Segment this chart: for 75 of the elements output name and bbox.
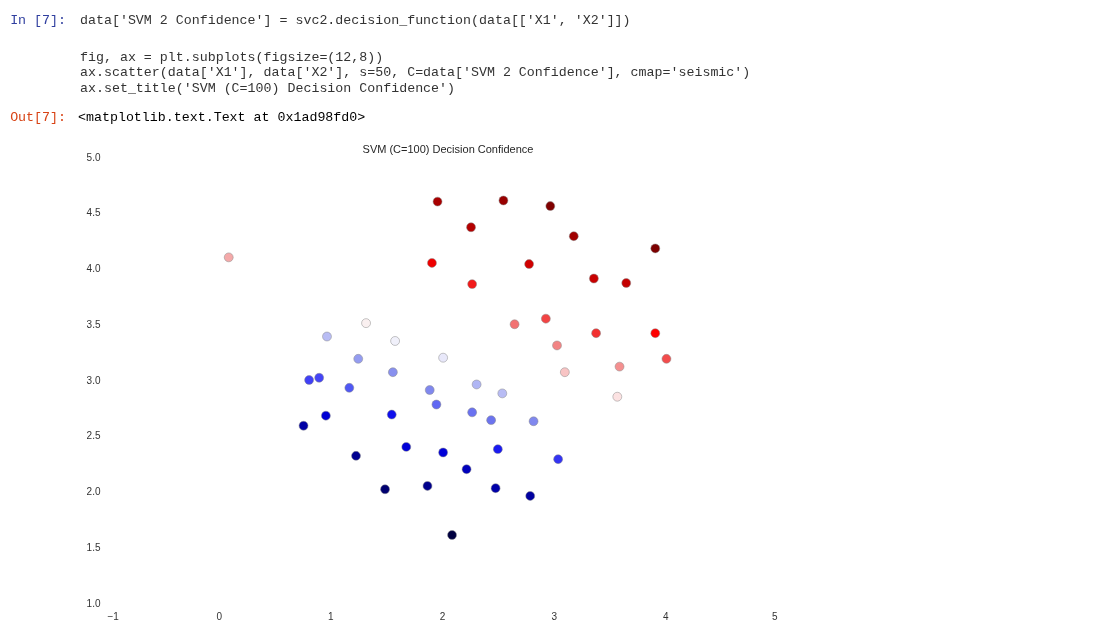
point: [361, 318, 371, 328]
point: [486, 415, 496, 425]
point: [497, 388, 508, 399]
x-tick-label: 1: [328, 610, 335, 622]
point: [541, 313, 551, 324]
y-tick-label: 1.0: [86, 597, 101, 609]
x-tick-label: 4: [663, 610, 670, 622]
text: Out[7]:: [10, 110, 66, 125]
chart-title: SVM (C=100) Decision Confidence: [362, 142, 534, 155]
point: [589, 273, 599, 284]
point: [493, 444, 503, 454]
y-tick-label: 4.0: [86, 263, 101, 274]
point: [438, 352, 448, 363]
point: [650, 328, 661, 338]
x-tick-label: 0: [216, 610, 223, 622]
point: [545, 201, 556, 211]
point: [621, 278, 631, 288]
point: [314, 373, 324, 383]
y-tick-label: 2.5: [86, 430, 101, 442]
point: [351, 451, 361, 461]
x-tick-label: −1: [107, 610, 120, 622]
point: [353, 354, 363, 364]
y-tick-label: 3.5: [86, 318, 101, 330]
point: [401, 442, 411, 452]
x-tick-label: 2: [439, 610, 446, 622]
point: [498, 195, 509, 206]
x-tick-label: 3: [551, 610, 558, 622]
point: [471, 379, 482, 390]
text: In [7]:: [10, 13, 66, 28]
y-tick-label: 1.5: [86, 541, 101, 553]
y-tick-label: 5.0: [86, 151, 101, 163]
point: [388, 367, 398, 377]
text: fig, ax = plt.subplots(figsize=(12,8)): [80, 50, 384, 65]
point: [525, 491, 535, 501]
point: [223, 252, 234, 263]
point: [298, 421, 309, 431]
point: [650, 243, 661, 254]
point: [552, 340, 562, 351]
y-tick-label: 4.5: [86, 207, 101, 219]
point: [380, 484, 390, 494]
point: [461, 464, 472, 474]
point: [344, 383, 355, 393]
point: [467, 407, 477, 418]
point: [424, 385, 435, 395]
point: [612, 392, 623, 402]
point: [490, 483, 501, 493]
y-tick-label: 3.0: [86, 374, 101, 386]
y-tick-label: 2.0: [86, 486, 101, 497]
point: [387, 409, 397, 420]
point: [438, 447, 448, 458]
point: [591, 328, 601, 338]
point: [569, 231, 579, 241]
point: [431, 399, 442, 410]
text: <matplotlib.text.Text at 0x1ad98fd0>: [78, 110, 366, 125]
point: [321, 410, 331, 421]
text: ax.scatter(data['X1'], data['X2'], s=50, C=data['SVM 2 Confidence'], cmap='seismic'): [80, 65, 751, 80]
point: [422, 481, 433, 491]
point: [427, 258, 437, 268]
point: [509, 319, 520, 329]
text: data['SVM 2 Confidence'] = svc2.decision_function(data[['X1', 'X2']]): [80, 13, 631, 28]
point: [661, 354, 672, 364]
point: [614, 361, 625, 372]
point: [322, 331, 332, 342]
point: [432, 196, 443, 207]
point: [447, 530, 457, 540]
point: [528, 416, 539, 426]
text: ax.set_title('SVM (C=100) Decision Confidence'): [80, 81, 456, 96]
point: [390, 336, 400, 346]
point: [467, 279, 477, 289]
point: [304, 375, 314, 385]
x-tick-label: 5: [771, 610, 778, 622]
point: [466, 222, 476, 232]
point: [560, 367, 570, 377]
point: [553, 454, 563, 464]
point: [524, 259, 534, 269]
